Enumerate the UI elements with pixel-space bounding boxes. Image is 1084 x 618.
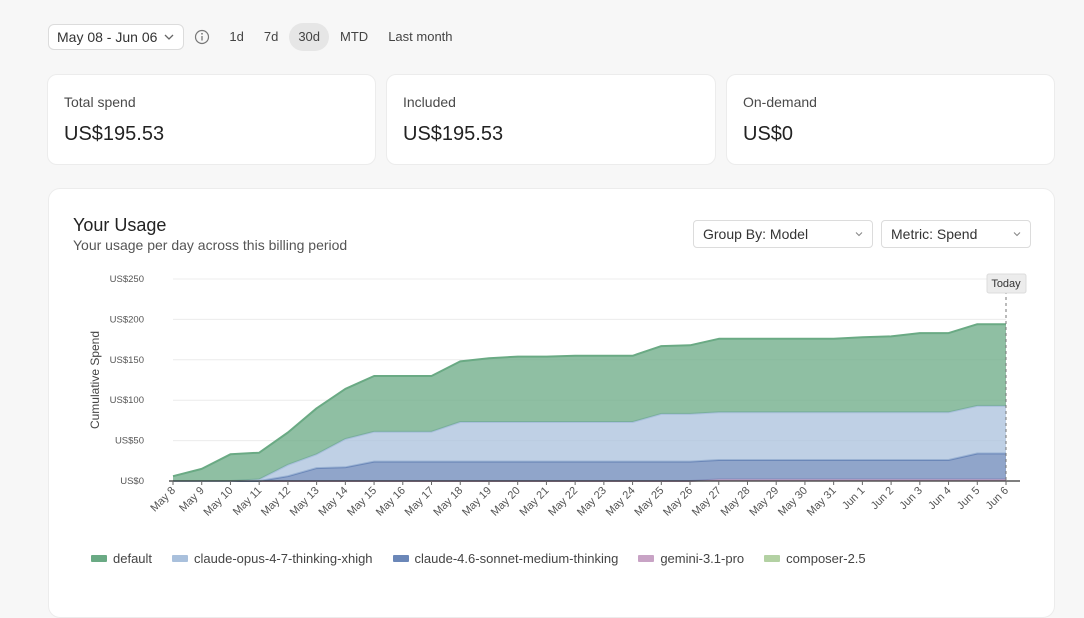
included-value: US$195.53	[403, 123, 504, 145]
included-card: Included US$195.53	[386, 74, 716, 165]
x-tick-label: May 27	[690, 485, 724, 519]
x-tick-label: May 31	[805, 485, 839, 519]
legend-swatch	[638, 555, 655, 562]
total-spend-value: US$195.53	[64, 123, 165, 145]
today-marker-badge	[986, 273, 1027, 294]
x-tick-label: May 30	[776, 485, 810, 519]
x-tick-label: Jun 1	[840, 485, 868, 513]
x-tick-label: May 16	[374, 485, 408, 519]
legend-label: composer-2.5	[786, 551, 866, 566]
x-tick-label: May 26	[661, 485, 695, 519]
line-default	[172, 323, 1006, 478]
x-tick-label: May 18	[431, 485, 465, 519]
area-claude-opus-4-7-thinking-xhigh	[173, 405, 1006, 481]
range-1d-button[interactable]: 1d	[229, 29, 244, 44]
range-toolbar: May 08 - Jun 06 1d 7d 30d MTD Last month	[48, 23, 462, 51]
y-tick-label: US$200	[110, 314, 144, 325]
x-tick-label: May 22	[546, 485, 580, 519]
group-by-label: Group By: Model	[703, 226, 809, 242]
info-icon[interactable]	[194, 29, 210, 45]
x-tick-label: May 8	[148, 485, 178, 515]
total-spend-label: Total spend	[64, 94, 136, 110]
x-tick-label: May 23	[575, 485, 609, 519]
y-tick-label: US$0	[120, 476, 144, 487]
date-range-select[interactable]: May 08 - Jun 06	[48, 24, 185, 50]
range-mtd-button[interactable]: MTD	[340, 29, 369, 44]
x-tick-label: May 24	[604, 485, 638, 519]
x-tick-label: May 29	[747, 485, 781, 519]
x-tick-label: Jun 5	[955, 485, 983, 513]
legend-item[interactable]: gemini-3.1-pro	[638, 551, 744, 566]
range-7d-button[interactable]: 7d	[263, 29, 279, 44]
y-axis-label: Cumulative Spend	[88, 331, 102, 429]
today-marker-label: Today	[991, 278, 1021, 290]
usage-chart: US$0 US$50 US$100 US$150 US$200 US$250 Cumulat…	[88, 273, 1027, 519]
y-tick-label: US$150	[110, 355, 144, 366]
x-tick-label: May 28	[719, 485, 753, 519]
chart-legend: default claude-opus-4-7-thinking-xhigh cla…	[91, 551, 886, 566]
usage-title: Your Usage	[73, 215, 167, 235]
date-range-label: May 08 - Jun 06	[57, 29, 158, 45]
legend-label: default	[113, 551, 153, 566]
metric-select[interactable]: Metric: Spend	[881, 220, 1031, 248]
x-tick-label: Jun 6	[984, 485, 1012, 513]
x-tick-label: May 19	[460, 485, 494, 519]
x-tick-label: May 17	[403, 485, 437, 519]
usage-subtitle: Your usage per day across this billing p…	[73, 237, 348, 253]
total-spend-card: Total spend US$195.53	[47, 74, 376, 165]
chevron-down-icon	[855, 232, 863, 237]
y-tick-label: US$50	[115, 436, 144, 447]
range-last-month-button[interactable]: Last month	[388, 29, 453, 44]
chevron-down-icon	[164, 34, 174, 40]
legend-item[interactable]: composer-2.5	[764, 551, 866, 566]
x-tick-label: May 15	[345, 485, 379, 519]
x-tick-label: May 25	[632, 485, 666, 519]
x-tick-label: May 11	[231, 485, 264, 518]
area-default	[173, 324, 1006, 481]
on-demand-card: On-demand US$0	[726, 74, 1055, 165]
group-by-select[interactable]: Group By: Model	[693, 220, 873, 248]
usage-panel: Your Usage Your usage per day across thi…	[48, 188, 1055, 618]
x-tick-label: May 12	[259, 485, 293, 519]
legend-label: claude-4.6-sonnet-medium-thinking	[414, 551, 619, 566]
x-tick-label: Jun 3	[897, 485, 925, 513]
y-tick-label: US$250	[110, 274, 144, 285]
on-demand-value: US$0	[743, 123, 794, 145]
legend-label: gemini-3.1-pro	[660, 551, 745, 566]
metric-label: Metric: Spend	[891, 226, 978, 242]
on-demand-label: On-demand	[743, 94, 817, 110]
x-tick-label: May 13	[288, 485, 322, 519]
chevron-down-icon	[1013, 232, 1021, 237]
x-tick-label: Jun 4	[926, 485, 954, 513]
legend-label: claude-opus-4-7-thinking-xhigh	[194, 551, 373, 566]
y-tick-label: US$100	[110, 395, 144, 406]
legend-swatch	[172, 555, 189, 562]
x-tick-label: Jun 2	[869, 485, 897, 513]
legend-swatch	[392, 555, 409, 562]
legend-item[interactable]: claude-4.6-sonnet-medium-thinking	[392, 551, 619, 566]
legend-swatch	[91, 555, 107, 562]
legend-item[interactable]: default	[91, 551, 152, 566]
legend-swatch	[764, 555, 781, 562]
included-label: Included	[403, 94, 456, 110]
x-tick-label: May 21	[518, 485, 552, 519]
range-30d-button[interactable]: 30d	[289, 23, 330, 51]
x-tick-label: May 14	[316, 485, 350, 519]
legend-item[interactable]: claude-opus-4-7-thinking-xhigh	[172, 551, 373, 566]
x-tick-label: May 10	[202, 485, 236, 519]
x-tick-label: May 20	[489, 485, 523, 519]
